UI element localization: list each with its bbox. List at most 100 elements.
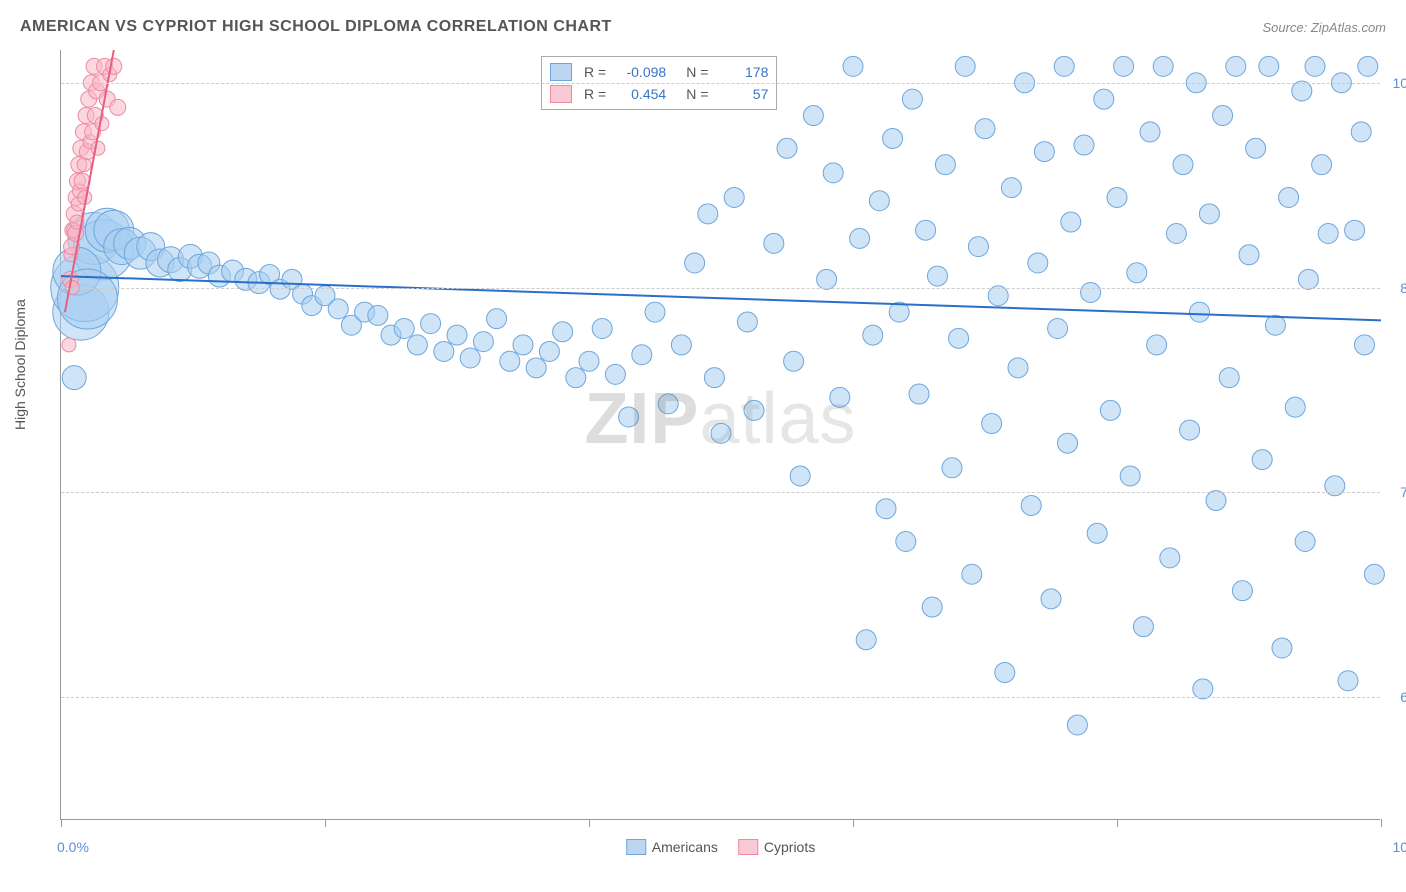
data-point: [955, 56, 975, 76]
data-point: [539, 341, 559, 361]
data-point: [830, 387, 850, 407]
data-point: [902, 89, 922, 109]
data-point: [1219, 368, 1239, 388]
legend-row: R =0.454N =57: [550, 83, 768, 105]
data-point: [1147, 335, 1167, 355]
data-point: [1252, 450, 1272, 470]
data-point: [1351, 122, 1371, 142]
data-point: [1048, 319, 1068, 339]
legend-r-value: -0.098: [618, 64, 666, 80]
data-point: [869, 191, 889, 211]
data-point: [1285, 397, 1305, 417]
data-point: [553, 322, 573, 342]
data-point: [592, 319, 612, 339]
title-row: AMERICAN VS CYPRIOT HIGH SCHOOL DIPLOMA …: [0, 0, 1406, 44]
data-point: [1054, 56, 1074, 76]
data-point: [1094, 89, 1114, 109]
source-label: Source: ZipAtlas.com: [1262, 20, 1386, 35]
gridline: [61, 288, 1380, 289]
data-point: [1265, 315, 1285, 335]
data-point: [460, 348, 480, 368]
data-point: [619, 407, 639, 427]
data-point: [968, 237, 988, 257]
legend-n-label: N =: [686, 86, 708, 102]
data-point: [942, 458, 962, 478]
data-point: [62, 338, 76, 352]
data-point: [1074, 135, 1094, 155]
data-point: [883, 128, 903, 148]
data-point: [1001, 178, 1021, 198]
data-point: [1239, 245, 1259, 265]
x-tick-mark: [853, 819, 854, 827]
legend-series-label: Cypriots: [764, 839, 815, 855]
data-point: [579, 351, 599, 371]
chart-container: AMERICAN VS CYPRIOT HIGH SCHOOL DIPLOMA …: [0, 0, 1406, 892]
legend-series-label: Americans: [652, 839, 718, 855]
data-point: [803, 106, 823, 126]
data-point: [843, 56, 863, 76]
x-tick-mark: [1381, 819, 1382, 827]
data-point: [916, 220, 936, 240]
data-point: [896, 531, 916, 551]
x-tick-mark: [325, 819, 326, 827]
data-point: [1298, 269, 1318, 289]
data-point: [526, 358, 546, 378]
gridline: [61, 83, 1380, 84]
data-point: [724, 187, 744, 207]
data-point: [447, 325, 467, 345]
data-point: [685, 253, 705, 273]
series-legend-item: Americans: [626, 839, 718, 855]
data-point: [850, 228, 870, 248]
data-point: [1295, 531, 1315, 551]
data-point: [1338, 671, 1358, 691]
data-point: [1160, 548, 1180, 568]
data-point: [421, 314, 441, 334]
data-point: [1058, 433, 1078, 453]
scatter-svg: [61, 50, 1380, 819]
data-point: [1173, 155, 1193, 175]
data-point: [110, 99, 126, 115]
data-point: [1114, 56, 1134, 76]
data-point: [698, 204, 718, 224]
data-point: [368, 305, 388, 325]
legend-row: R =-0.098N =178: [550, 61, 768, 83]
x-tick-mark: [61, 819, 62, 827]
data-point: [982, 414, 1002, 434]
data-point: [671, 335, 691, 355]
data-point: [1232, 581, 1252, 601]
data-point: [1100, 400, 1120, 420]
data-point: [1061, 212, 1081, 232]
legend-swatch: [738, 839, 758, 855]
data-point: [605, 364, 625, 384]
data-point: [1279, 187, 1299, 207]
x-tick-mark: [1117, 819, 1118, 827]
y-axis-label: High School Diploma: [12, 299, 28, 430]
data-point: [909, 384, 929, 404]
data-point: [975, 119, 995, 139]
data-point: [407, 335, 427, 355]
legend-r-label: R =: [584, 64, 606, 80]
data-point: [1292, 81, 1312, 101]
data-point: [711, 423, 731, 443]
data-point: [949, 328, 969, 348]
data-point: [1193, 679, 1213, 699]
data-point: [1272, 638, 1292, 658]
data-point: [1206, 491, 1226, 511]
data-point: [1008, 358, 1028, 378]
data-point: [62, 366, 86, 390]
data-point: [1259, 56, 1279, 76]
data-point: [1199, 204, 1219, 224]
y-tick-label: 100.0%: [1384, 75, 1406, 91]
series-legend: Americans Cypriots: [626, 839, 816, 855]
data-point: [566, 368, 586, 388]
data-point: [1318, 223, 1338, 243]
x-tick-mark: [589, 819, 590, 827]
series-legend-item: Cypriots: [738, 839, 815, 855]
data-point: [513, 335, 533, 355]
data-point: [764, 233, 784, 253]
data-point: [1041, 589, 1061, 609]
data-point: [1190, 302, 1210, 322]
y-tick-label: 75.0%: [1384, 484, 1406, 500]
data-point: [1305, 56, 1325, 76]
data-point: [1180, 420, 1200, 440]
